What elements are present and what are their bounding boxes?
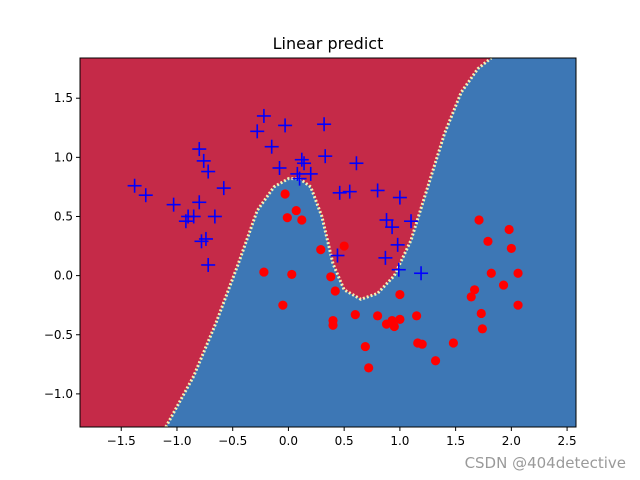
data-points <box>127 108 523 373</box>
dot-marker <box>350 310 360 320</box>
dot-marker <box>280 189 290 199</box>
dot-marker <box>282 213 292 223</box>
dot-marker <box>474 215 484 225</box>
plus-marker <box>264 139 279 154</box>
plus-marker <box>207 209 222 224</box>
dot-marker <box>506 243 516 254</box>
y-tick-label: 1.0 <box>54 150 73 164</box>
dot-marker <box>291 205 301 216</box>
plus-marker <box>192 142 207 157</box>
plus-marker <box>216 181 231 196</box>
plus-marker <box>414 266 429 281</box>
plus-marker <box>349 156 364 171</box>
plus-marker <box>272 160 287 175</box>
y-axis-ticks: −1.0 −0.5 0.0 0.5 1.0 1.5 <box>44 91 80 401</box>
plus-marker <box>186 209 201 224</box>
dot-marker <box>360 341 370 352</box>
plus-marker <box>201 257 216 272</box>
plus-marker <box>138 188 153 203</box>
dot-marker <box>504 224 514 235</box>
axes-frame <box>79 57 577 428</box>
dot-marker <box>297 215 307 225</box>
plus-marker <box>342 184 357 199</box>
dot-marker <box>330 286 340 296</box>
x-tick-label: 1.0 <box>390 434 409 448</box>
x-tick-label: 0.5 <box>335 434 354 448</box>
y-tick-label: −0.5 <box>44 328 73 342</box>
plus-marker <box>196 153 211 168</box>
dot-marker <box>287 269 297 280</box>
x-tick-label: 1.5 <box>446 434 465 448</box>
plus-marker <box>201 164 216 179</box>
plus-marker <box>370 183 385 198</box>
dot-marker <box>469 285 480 295</box>
y-tick-label: 0.5 <box>54 209 73 223</box>
chart-title: Linear predict <box>273 34 384 53</box>
dot-marker <box>486 268 496 278</box>
dot-marker <box>389 321 399 332</box>
dot-marker <box>417 339 427 349</box>
x-tick-label: 2.0 <box>502 434 521 448</box>
plus-marker <box>256 108 271 123</box>
plus-marker <box>385 220 400 235</box>
dot-marker <box>476 308 486 319</box>
dot-marker <box>339 241 349 251</box>
plus-marker <box>379 213 394 228</box>
dot-marker <box>513 300 523 310</box>
dot-marker <box>278 300 288 310</box>
x-tick-label: 0.0 <box>279 434 298 448</box>
dot-marker <box>477 324 487 334</box>
lower-class-region <box>165 58 577 427</box>
dot-marker <box>395 314 405 324</box>
plus-marker <box>294 152 309 167</box>
dot-marker <box>513 268 523 278</box>
plus-marker <box>318 149 333 164</box>
plus-marker <box>391 262 406 277</box>
y-tick-label: −1.0 <box>44 387 73 401</box>
dot-marker <box>412 311 422 321</box>
x-tick-label: −1.5 <box>107 434 136 448</box>
plus-marker <box>390 237 405 252</box>
dot-marker <box>328 320 338 330</box>
dot-marker <box>316 244 326 255</box>
dot-marker <box>259 267 269 277</box>
plus-marker <box>192 195 207 210</box>
y-tick-label: 0.0 <box>54 269 73 283</box>
plus-marker <box>404 214 419 229</box>
plus-marker <box>330 248 345 263</box>
dot-marker <box>483 236 493 246</box>
plus-marker <box>378 250 393 265</box>
plus-marker <box>297 156 312 171</box>
dot-marker <box>395 289 405 300</box>
decision-regions <box>80 56 577 428</box>
plus-marker <box>166 197 181 212</box>
plus-marker <box>198 231 213 246</box>
dot-marker <box>466 292 476 302</box>
plus-marker <box>250 124 265 139</box>
dot-marker <box>326 272 336 282</box>
decision-boundary <box>164 56 493 428</box>
x-tick-label: −0.5 <box>218 434 247 448</box>
dot-marker <box>430 356 441 366</box>
plus-marker <box>292 171 307 186</box>
y-tick-label: 1.5 <box>54 91 73 105</box>
dot-marker <box>373 311 383 321</box>
dot-marker <box>448 338 458 348</box>
plus-marker <box>127 178 142 193</box>
x-tick-label: 2.5 <box>558 434 577 448</box>
dot-marker <box>498 280 509 290</box>
watermark: CSDN @404detective <box>464 454 626 472</box>
x-axis-ticks: −1.5 −1.0 −0.5 0.0 0.5 1.0 1.5 2.0 2.5 <box>107 427 577 448</box>
plus-marker <box>332 185 347 200</box>
plus-marker <box>278 118 293 133</box>
dot-marker <box>364 363 374 373</box>
plus-marker <box>303 166 318 181</box>
x-tick-label: −1.0 <box>162 434 191 448</box>
plus-marker <box>317 117 332 132</box>
plus-marker <box>392 190 407 205</box>
